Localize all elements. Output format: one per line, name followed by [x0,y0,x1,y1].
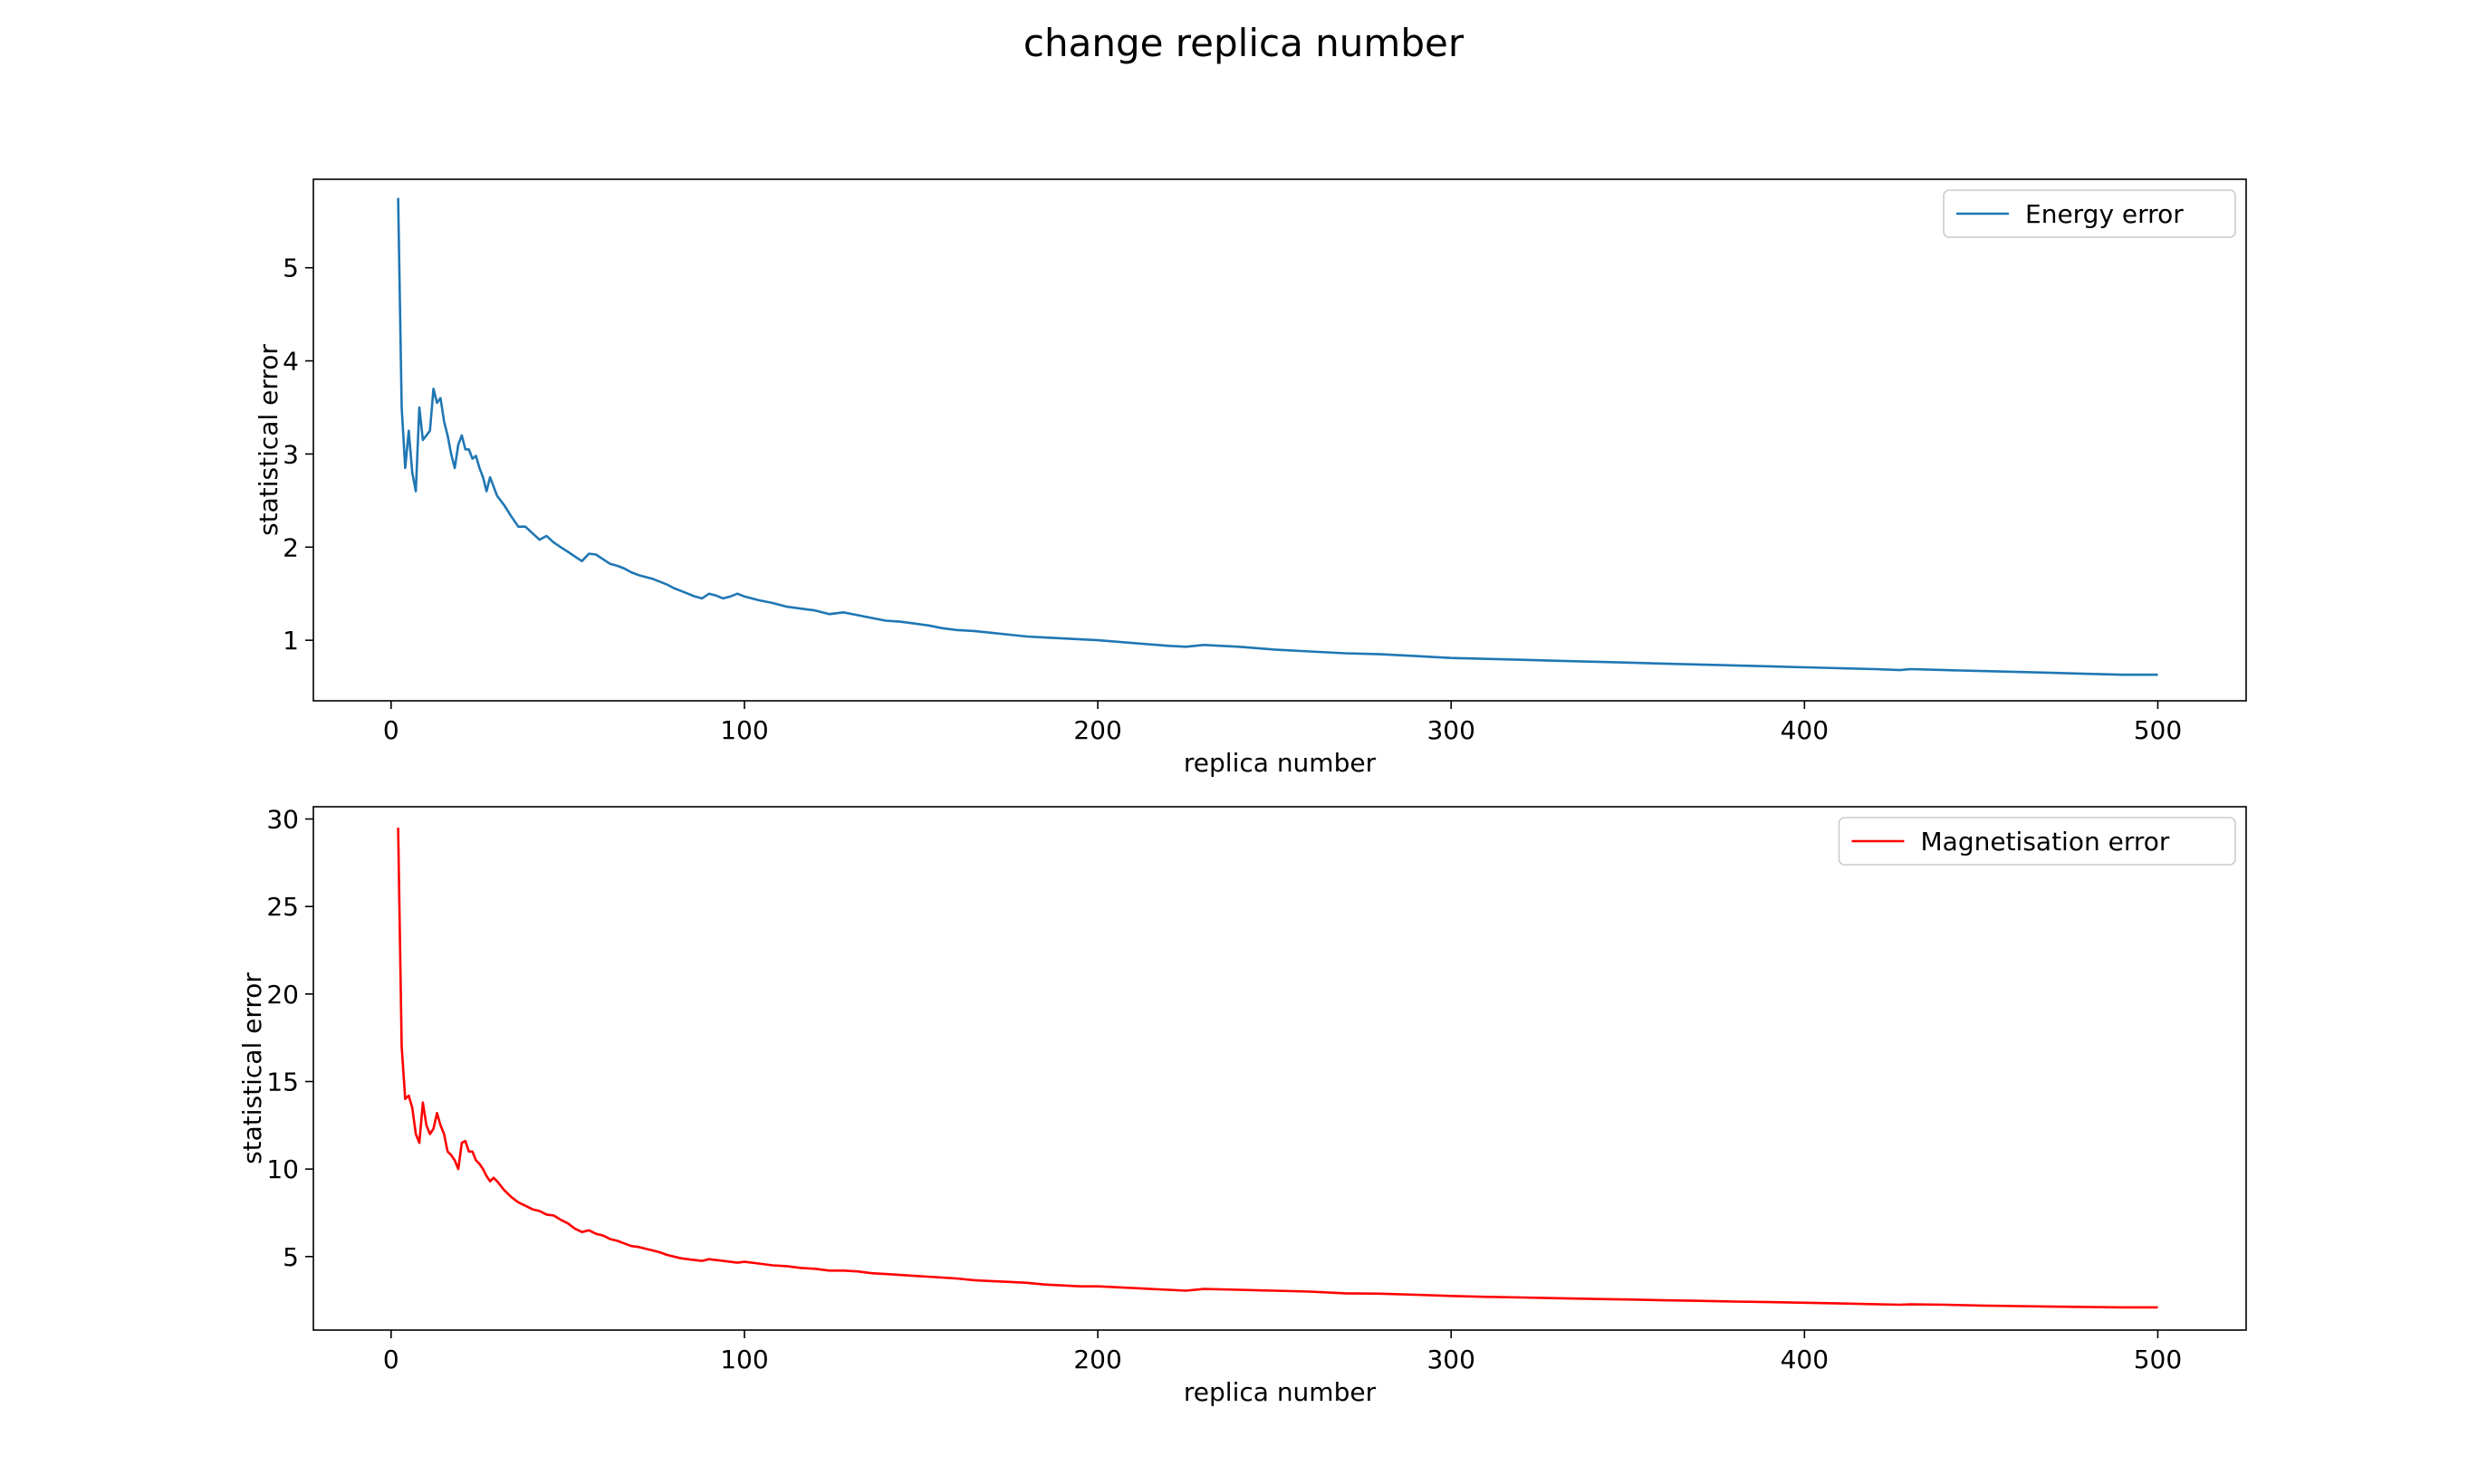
chart-panel-1: 0 100 200 300 400 500 1 2 3 4 5 replica number stati… [254,178,2247,778]
x-tick-label: 500 [2134,715,2182,745]
x-tick-label: 200 [1073,1345,1121,1374]
y-tick-label: 20 [266,980,299,1010]
y-tick-label: 4 [283,347,299,377]
y-tick-label: 5 [283,1242,299,1272]
x-tick-label: 500 [2134,1345,2182,1374]
x-tick-label: 0 [383,1345,399,1374]
y-tick-label: 15 [266,1067,299,1096]
x-tick-label: 400 [1781,715,1829,745]
chart-panel-2: 0 100 200 300 400 500 5 10 15 20 25 30 replica numbe… [237,805,2247,1407]
legend-box [1838,817,2236,866]
plot-frame [312,178,2247,702]
x-axis-label: replica number [1184,748,1377,778]
y-axis-label: statistical error [237,972,267,1164]
x-tick-label: 100 [720,715,768,745]
x-axis-label: replica number [1184,1377,1377,1407]
y-tick-label: 25 [266,892,299,922]
y-tick-label: 3 [283,439,299,469]
y-tick-label: 5 [283,254,299,283]
y-tick-label: 10 [266,1154,299,1184]
y-tick-label: 2 [283,532,299,562]
legend-label: Magnetisation error [1921,827,2170,857]
x-tick-label: 300 [1426,715,1474,745]
legend-box [1943,189,2236,238]
x-tick-label: 400 [1781,1345,1829,1374]
series-line-magnetisation-error [397,828,2158,1309]
figure-title: change replica number [1023,21,1465,65]
legend: Energy error [1943,189,2236,238]
legend-label: Energy error [2025,199,2184,229]
x-tick-label: 200 [1073,715,1121,745]
y-tick-label: 30 [266,805,299,835]
series-line-energy-error [397,197,2158,676]
x-tick-label: 100 [720,1345,768,1374]
plot-frame [312,806,2247,1331]
legend: Magnetisation error [1838,817,2236,866]
y-tick-label: 1 [283,626,299,656]
x-tick-label: 0 [383,715,399,745]
y-axis-label: statistical error [254,344,283,536]
x-tick-label: 300 [1426,1345,1474,1374]
